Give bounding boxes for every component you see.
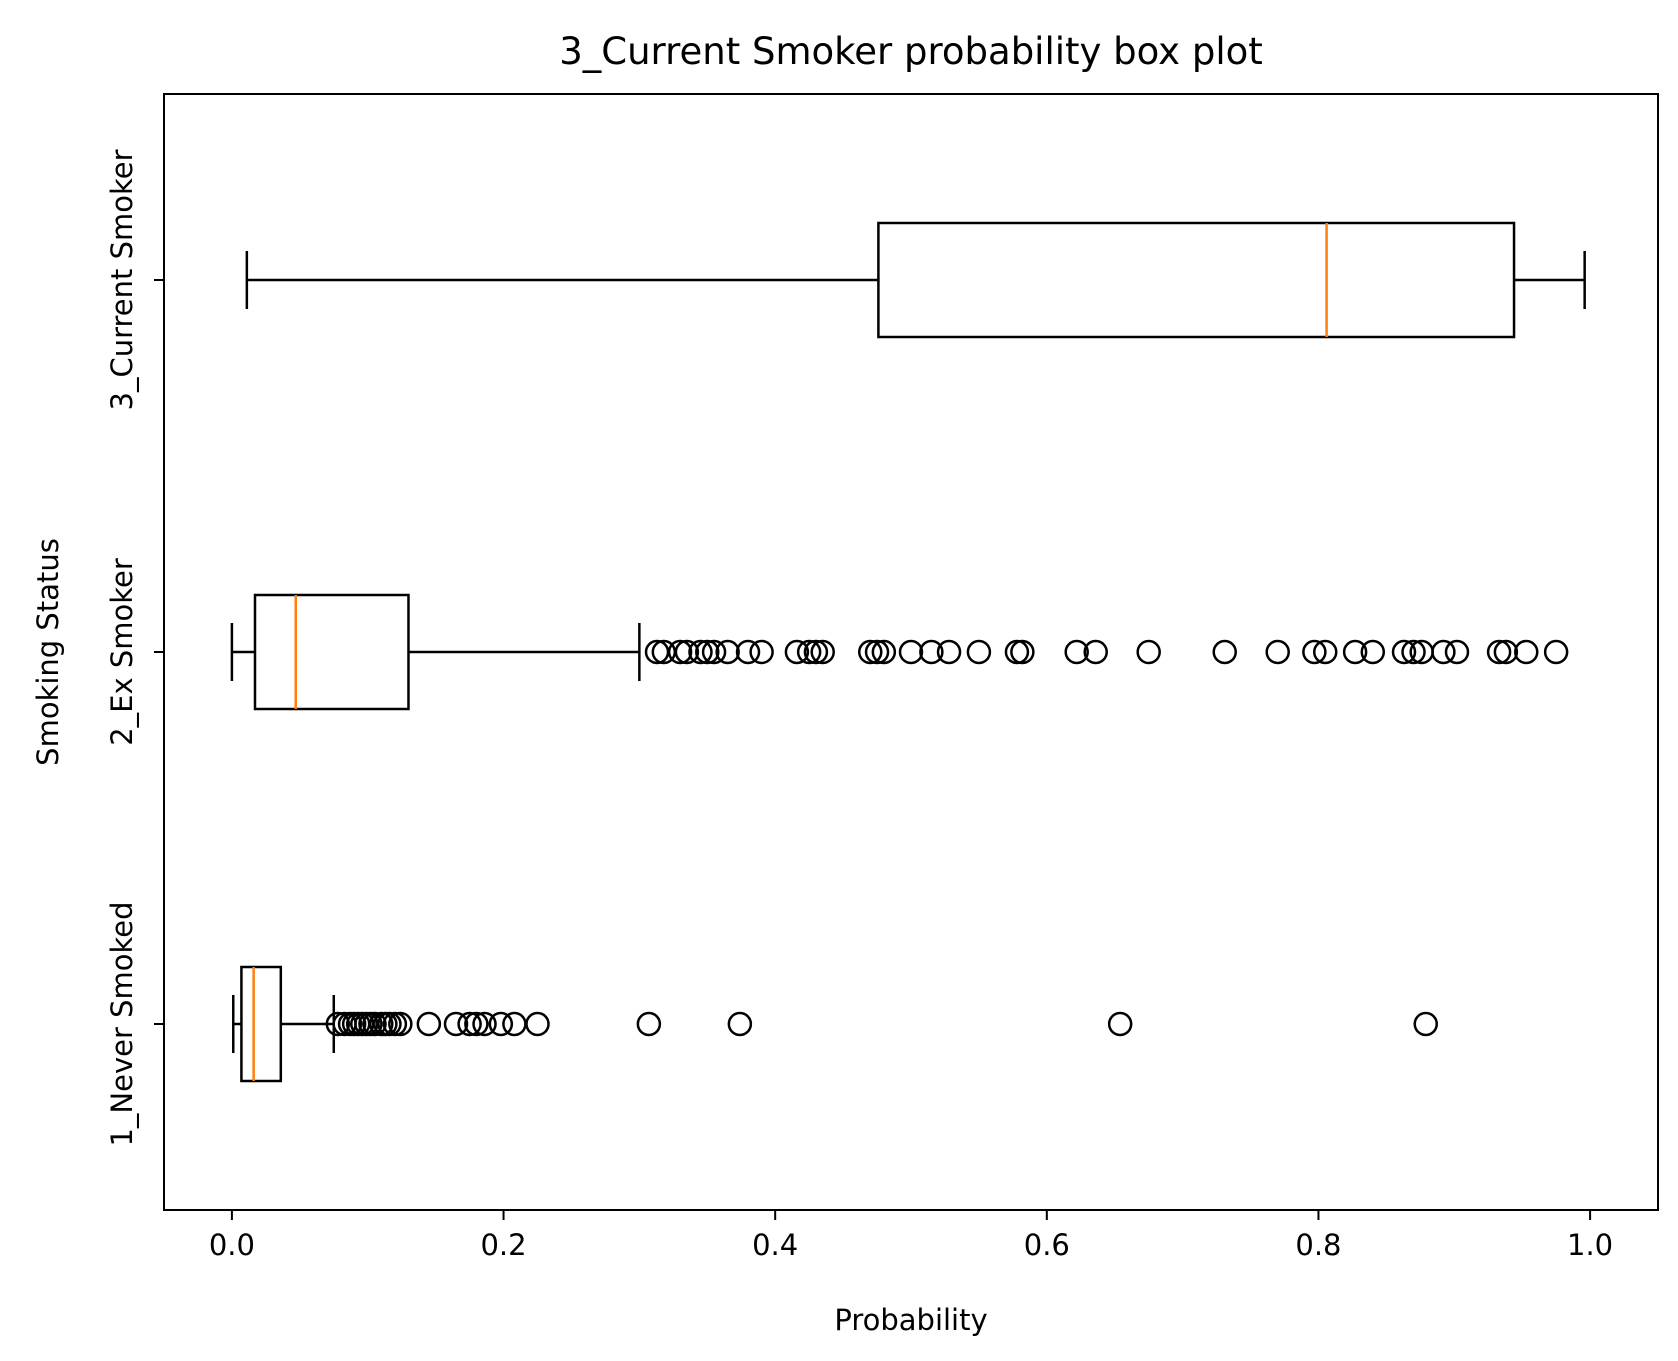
outlier-point <box>749 639 774 665</box>
outlier-point <box>464 1011 489 1037</box>
x-axis-label: Probability <box>834 1303 987 1337</box>
x-axis: 0.0 0.2 0.4 0.6 0.8 1.0 <box>209 1210 1613 1262</box>
outlier-point <box>1312 639 1338 665</box>
outlier-point <box>936 639 962 665</box>
y-tick-label: 1_Never Smoked <box>105 901 139 1146</box>
outlier-point <box>796 639 822 665</box>
chart-title: 3_Current Smoker probability box plot <box>559 30 1263 73</box>
outlier-point <box>1064 639 1089 665</box>
outlier-point <box>416 1011 442 1037</box>
outlier-point <box>1107 1011 1133 1037</box>
outlier-point <box>784 639 810 665</box>
outlier-point <box>695 639 720 665</box>
y-tick-label: 2_Ex Smoker <box>105 558 139 746</box>
outlier-point <box>1413 1011 1439 1037</box>
iqr-box <box>253 593 410 711</box>
outlier-point <box>898 639 924 665</box>
outlier-point <box>1083 639 1108 665</box>
outlier-point <box>1302 639 1327 665</box>
outlier-point <box>1444 639 1470 665</box>
outlier-point <box>502 1011 527 1037</box>
outlier-point <box>1543 639 1569 665</box>
outlier-point <box>1136 639 1161 665</box>
outlier-point <box>1391 639 1417 665</box>
outlier-point <box>871 639 897 665</box>
outlier-point <box>388 1011 413 1037</box>
outlier-point <box>1265 639 1290 665</box>
outlier-point <box>727 1011 753 1037</box>
outlier-point <box>715 639 740 665</box>
x-tick-label: 1.0 <box>1567 1228 1613 1262</box>
outlier-point <box>472 1011 497 1037</box>
outlier-point <box>966 639 992 665</box>
outlier-point <box>443 1011 469 1037</box>
outlier-point <box>1004 639 1030 665</box>
box-group-1-never-smoked <box>232 965 1439 1083</box>
outlier-point <box>362 1011 387 1037</box>
x-tick-label: 0.0 <box>209 1228 255 1262</box>
x-tick-label: 0.6 <box>1024 1228 1070 1262</box>
outlier-point <box>325 1011 351 1037</box>
y-axis-label: Smoking Status <box>31 538 65 766</box>
x-tick-label: 0.2 <box>480 1228 526 1262</box>
y-tick-label: 3_Current Smoker <box>105 149 139 410</box>
outlier-point <box>1342 639 1368 665</box>
outlier-point <box>701 639 727 665</box>
outlier-point <box>688 639 713 665</box>
outlier-point <box>377 1011 402 1037</box>
outlier-point <box>735 639 761 665</box>
box-group-2-ex-smoker <box>230 593 1569 711</box>
outlier-point <box>1360 639 1386 665</box>
outlier-point <box>457 1011 482 1037</box>
iqr-box <box>877 221 1516 339</box>
x-tick-label: 0.8 <box>1295 1228 1341 1262</box>
outlier-point <box>667 639 693 665</box>
outlier-point <box>810 639 835 665</box>
plot-area <box>230 221 1586 1083</box>
outlier-point <box>488 1011 514 1037</box>
outlier-point <box>1493 639 1519 665</box>
outlier-point <box>1212 639 1237 665</box>
outlier-point <box>1401 639 1426 665</box>
box-group-3-current-smoker <box>245 221 1586 339</box>
outlier-point <box>1486 639 1512 665</box>
outlier-point <box>382 1011 408 1037</box>
y-axis: 1_Never Smoked 2_Ex Smoker 3_Current Smoke… <box>105 149 164 1147</box>
outlier-point <box>1010 639 1035 665</box>
outlier-point <box>1514 639 1539 665</box>
iqr-box <box>240 965 283 1083</box>
outlier-point <box>803 639 829 665</box>
x-tick-label: 0.4 <box>752 1228 798 1262</box>
outlier-point <box>864 639 890 665</box>
outlier-point <box>636 1011 662 1037</box>
outlier-point <box>674 639 700 665</box>
outlier-point <box>525 1011 550 1037</box>
outlier-point <box>858 639 883 665</box>
outlier-point <box>1431 639 1456 665</box>
outlier-point <box>919 639 944 665</box>
